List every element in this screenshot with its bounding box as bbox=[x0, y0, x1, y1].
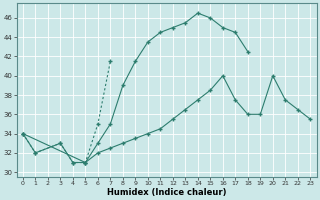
X-axis label: Humidex (Indice chaleur): Humidex (Indice chaleur) bbox=[107, 188, 226, 197]
